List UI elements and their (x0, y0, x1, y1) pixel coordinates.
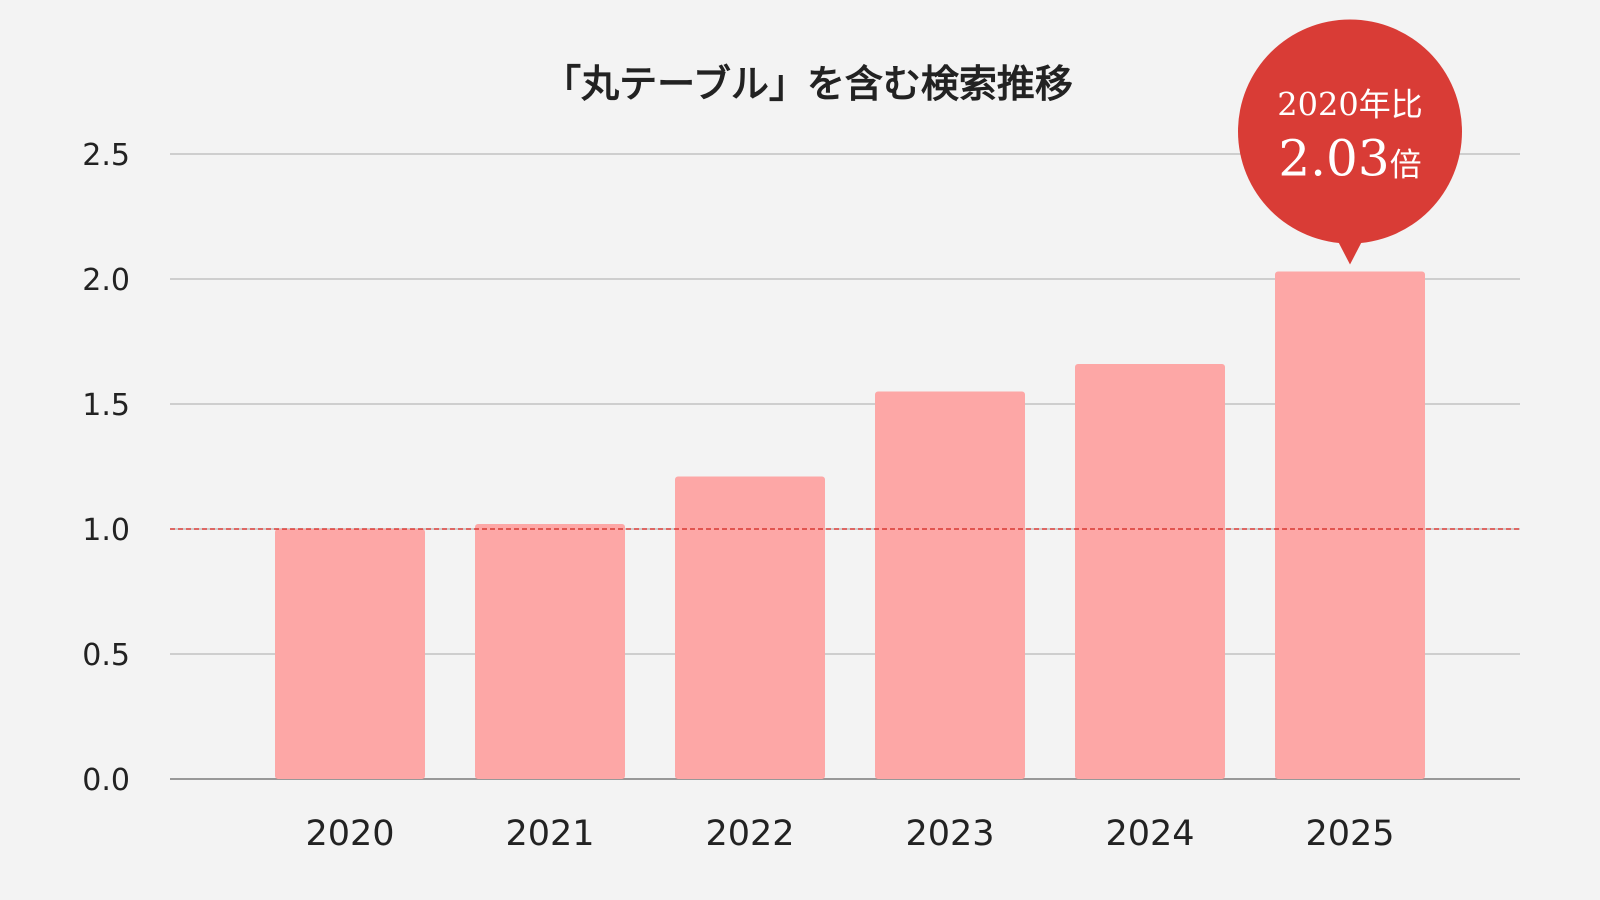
bar-2022 (675, 476, 825, 779)
bar-2025 (1275, 271, 1425, 779)
x-tick-label: 2023 (905, 814, 994, 854)
x-tick-label: 2022 (705, 814, 794, 854)
bar-2023 (875, 391, 1025, 779)
y-tick-label: 1.0 (82, 513, 130, 548)
x-tick-label: 2021 (505, 814, 594, 854)
bar-2024 (1075, 364, 1225, 779)
bar-2020 (275, 529, 425, 779)
y-tick-label: 0.0 (82, 763, 130, 798)
chart-title: 「丸テーブル」を含む検索推移 (543, 61, 1073, 106)
bars (275, 271, 1425, 779)
callout-value: 2.03倍 (1278, 130, 1421, 188)
y-tick-label: 1.5 (82, 388, 130, 423)
y-tick-label: 2.5 (82, 138, 130, 173)
x-tick-label: 2020 (305, 814, 394, 854)
y-axis-ticks: 0.0 0.5 1.0 1.5 2.0 2.5 (82, 138, 130, 798)
y-tick-label: 0.5 (82, 638, 130, 673)
callout-label: 2020年比 (1277, 86, 1422, 124)
callout-pointer (1336, 237, 1364, 265)
x-tick-label: 2024 (1105, 814, 1194, 854)
x-tick-label: 2025 (1305, 814, 1394, 854)
callout-unit: 倍 (1390, 146, 1422, 184)
callout-badge: 2020年比 2.03倍 (1238, 19, 1462, 265)
x-axis-ticks: 2020 2021 2022 2023 2024 2025 (305, 814, 1394, 854)
callout-number: 2.03 (1278, 130, 1389, 188)
y-tick-label: 2.0 (82, 263, 130, 298)
bar-2021 (475, 524, 625, 779)
callout-circle (1238, 19, 1462, 244)
